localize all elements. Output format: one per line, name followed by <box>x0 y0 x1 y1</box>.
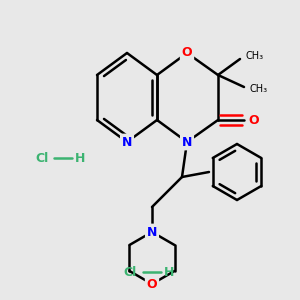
Text: O: O <box>147 278 157 290</box>
Text: H: H <box>164 266 174 278</box>
Text: Cl: Cl <box>35 152 49 164</box>
Text: Cl: Cl <box>123 266 136 278</box>
Text: CH₃: CH₃ <box>246 51 264 61</box>
Text: O: O <box>249 113 259 127</box>
Text: N: N <box>147 226 157 238</box>
Text: H: H <box>75 152 85 164</box>
Text: O: O <box>182 46 192 59</box>
Text: CH₃: CH₃ <box>250 84 268 94</box>
Text: N: N <box>122 136 132 148</box>
Text: N: N <box>182 136 192 148</box>
